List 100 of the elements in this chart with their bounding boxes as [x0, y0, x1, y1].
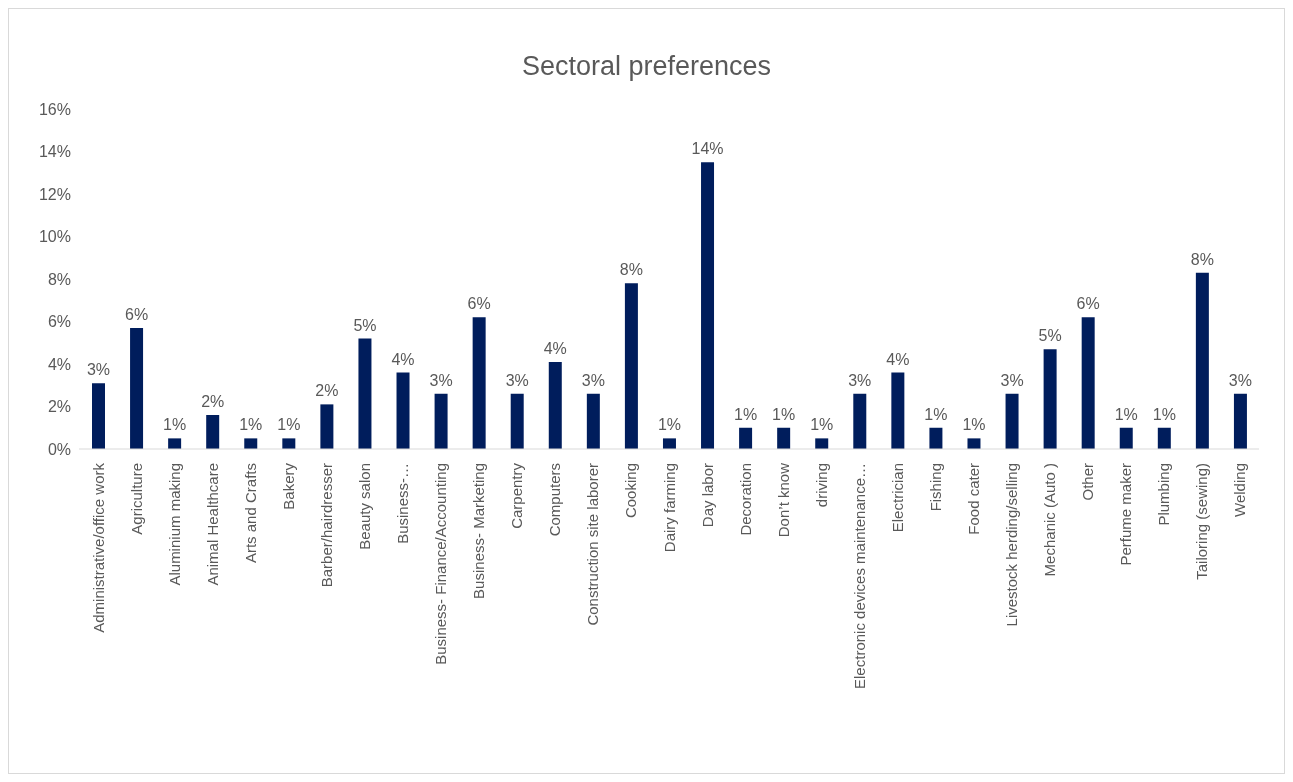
bar [853, 393, 867, 449]
data-label: 6% [125, 305, 149, 323]
y-tick-label: 8% [47, 270, 71, 288]
data-label: 1% [924, 405, 948, 423]
data-label: 1% [772, 405, 796, 423]
data-label: 3% [581, 371, 605, 389]
y-tick-label: 12% [38, 185, 71, 203]
y-tick-label: 16% [38, 100, 71, 118]
bar [168, 438, 182, 449]
x-tick-label: Dairy farming [660, 463, 678, 553]
bar [130, 327, 144, 449]
data-label: 6% [467, 295, 491, 313]
x-tick-label: Perfume maker [1117, 463, 1135, 566]
x-tick-label: Animal Healthcare [203, 463, 221, 586]
data-label: 1% [734, 405, 758, 423]
bar [282, 438, 296, 449]
data-label: 1% [1114, 405, 1138, 423]
x-tick-label: Fishing [926, 463, 944, 512]
x-tick-label: Aluminium making [165, 463, 183, 586]
data-label: 3% [1000, 371, 1024, 389]
bar [1195, 272, 1209, 449]
bar [206, 415, 220, 449]
data-label: 3% [86, 361, 111, 379]
bar [320, 404, 334, 449]
bar [434, 393, 448, 449]
data-label: 5% [353, 316, 377, 334]
x-tick-label: Mechanic (Auto ) [1041, 463, 1059, 577]
data-label: 4% [391, 350, 415, 368]
y-tick-label: 6% [47, 313, 71, 331]
bar [472, 317, 486, 449]
bar [662, 438, 676, 449]
y-tick-label: 4% [47, 355, 71, 373]
data-label: 2% [201, 393, 225, 410]
x-tick-label: Plumbing [1155, 463, 1173, 526]
x-tick-label: driving [812, 463, 830, 508]
data-label: 1% [657, 416, 682, 434]
bar [1005, 393, 1019, 449]
data-label: 8% [619, 261, 643, 279]
y-tick-label: 0% [47, 440, 71, 458]
data-label: 5% [1038, 327, 1062, 345]
data-label: 1% [277, 416, 301, 434]
data-label: 1% [163, 416, 187, 434]
data-label: 4% [886, 350, 910, 368]
data-label: 3% [848, 371, 872, 389]
data-label: 1% [962, 416, 986, 434]
y-tick-label: 2% [47, 398, 71, 416]
bar [624, 283, 638, 449]
bar [92, 383, 105, 449]
bar [967, 438, 981, 449]
data-label: 1% [239, 416, 263, 434]
x-tick-label: Barber/hairdresser [317, 463, 335, 588]
bar [586, 393, 600, 449]
bar [777, 427, 791, 449]
data-label: 14% [691, 140, 724, 158]
x-tick-label: Computers [546, 463, 564, 537]
bar [929, 427, 943, 449]
data-label: 4% [543, 339, 567, 357]
data-label: 1% [810, 416, 834, 434]
x-tick-label: Arts and Crafts [241, 463, 259, 564]
bar [891, 372, 905, 449]
bar [510, 393, 524, 449]
x-tick-label: Cooking [622, 463, 640, 519]
data-label: 3% [505, 371, 529, 389]
bar [244, 438, 258, 449]
x-tick-label: Beauty salon [355, 463, 373, 550]
x-tick-label: Electrician [888, 463, 906, 533]
data-label: 3% [1228, 371, 1252, 389]
data-label: 1% [1152, 405, 1176, 423]
bar [1081, 317, 1095, 449]
bar [548, 361, 562, 449]
x-tick-label: Business- Marketing [470, 463, 488, 599]
x-tick-label: Don’t know [774, 462, 792, 538]
x-tick-label: Construction site laborer [584, 463, 602, 626]
bar [396, 372, 410, 449]
bar [815, 438, 829, 449]
data-label: 2% [315, 382, 339, 400]
bar [1157, 427, 1171, 449]
x-tick-label: Electronic devices maintenance… [850, 463, 868, 689]
x-tick-label: Bakery [279, 462, 297, 510]
data-label: 6% [1076, 295, 1100, 313]
data-label: 3% [429, 371, 453, 389]
bar [1119, 427, 1133, 449]
bar [701, 162, 715, 449]
bar [739, 427, 753, 449]
x-tick-label: Business- Finance/Accounting [432, 463, 450, 665]
bar [358, 338, 372, 449]
x-tick-label: Livestock herding/selling [1003, 463, 1021, 627]
x-tick-label: Decoration [736, 463, 754, 536]
x-tick-label: Carpentry [508, 462, 526, 529]
bar [1233, 393, 1247, 449]
x-tick-label: Food cater [965, 463, 983, 535]
x-tick-label: Tailoring (sewing) [1193, 463, 1211, 580]
x-tick-label: Other [1079, 463, 1097, 501]
x-tick-label: Welding [1231, 463, 1249, 517]
chart-title: Sectoral preferences [520, 51, 773, 82]
x-tick-label: Business-… [394, 463, 412, 544]
x-tick-label: Administrative/office work [89, 462, 107, 633]
y-tick-label: 14% [38, 143, 71, 161]
y-tick-label: 10% [38, 228, 71, 246]
bar [1043, 349, 1057, 449]
